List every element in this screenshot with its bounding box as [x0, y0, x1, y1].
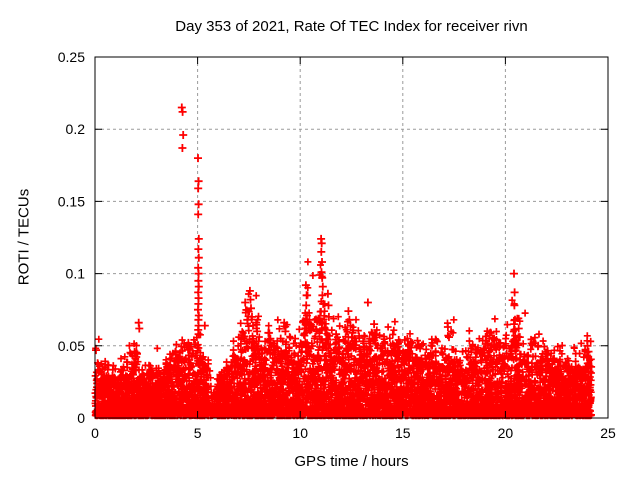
roti-outlier-points — [92, 103, 593, 357]
x-tick-label: 5 — [194, 425, 202, 441]
x-tick-label: 10 — [292, 425, 308, 441]
x-tick-label: 0 — [91, 425, 99, 441]
y-tick-label: 0.1 — [66, 266, 86, 282]
axis-ticks — [94, 56, 609, 419]
y-tick-label: 0.2 — [66, 121, 86, 137]
y-tick-label: 0.05 — [58, 338, 85, 354]
x-axis-label: GPS time / hours — [294, 453, 409, 470]
y-tick-label: 0.15 — [58, 193, 85, 209]
plot-border — [94, 56, 609, 419]
x-tick-label: 25 — [600, 425, 616, 441]
x-tick-label: 20 — [498, 425, 514, 441]
y-tick-label: 0 — [77, 410, 85, 426]
grid-lines — [95, 57, 608, 418]
chart-title: Day 353 of 2021, Rate Of TEC Index for r… — [175, 18, 528, 35]
y-tick-label: 0.25 — [58, 49, 85, 65]
x-tick-label: 15 — [395, 425, 411, 441]
